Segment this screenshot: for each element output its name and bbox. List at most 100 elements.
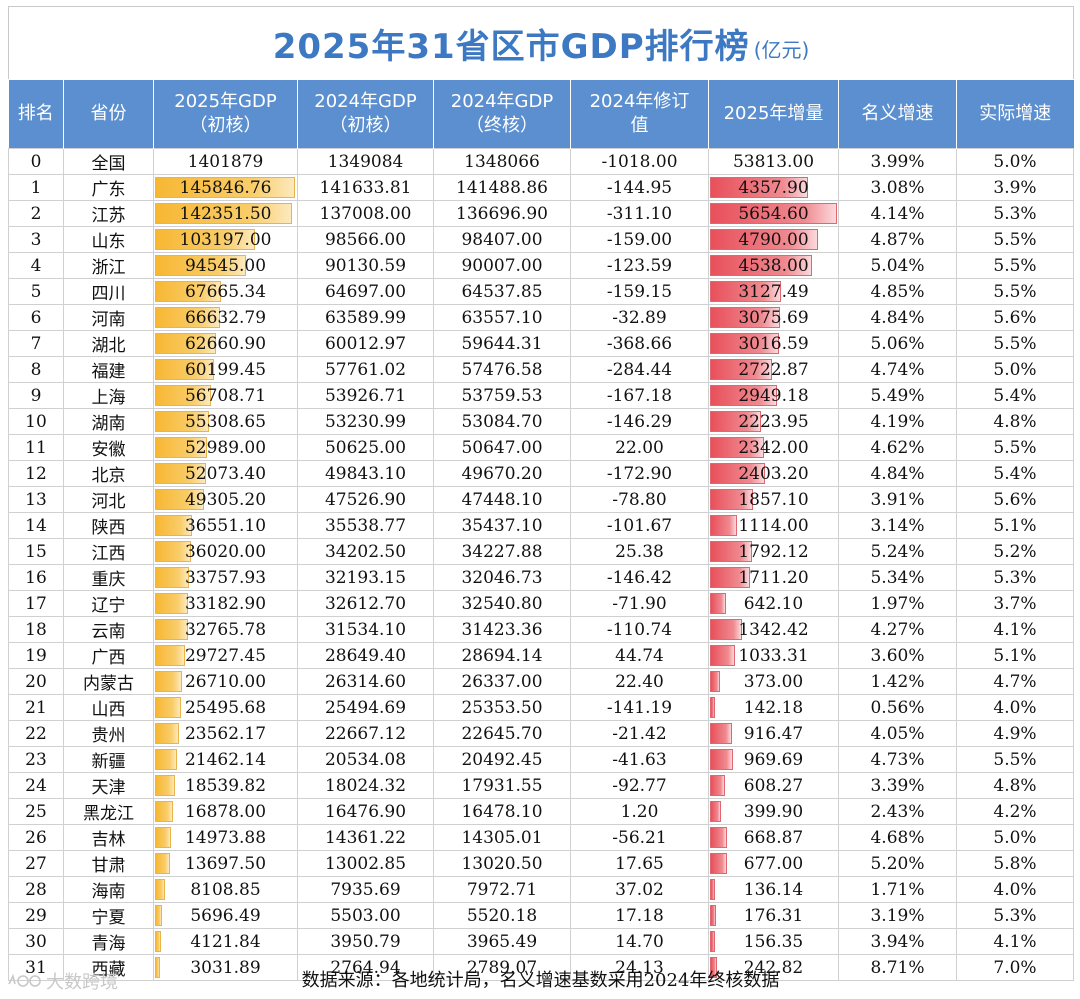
gdp-bar bbox=[155, 749, 178, 770]
rank-cell: 20 bbox=[8, 668, 64, 695]
rank-cell: 19 bbox=[8, 642, 64, 669]
cell-value: 969.69 bbox=[743, 749, 804, 770]
cell-value: 23562.17 bbox=[184, 723, 267, 744]
watermark-logo-icon bbox=[8, 973, 41, 987]
table-row: 18 云南 32765.78 31534.10 31423.36 -110.74 1342.… bbox=[8, 616, 1074, 643]
nominal-growth-cell: 5.20% bbox=[838, 850, 957, 877]
increase-bar bbox=[710, 619, 742, 640]
gdp-2025-cell: 16878.00 bbox=[153, 798, 298, 825]
cell-value: 916.47 bbox=[743, 723, 804, 744]
gdp-2024-final-cell: 7972.71 bbox=[433, 876, 571, 903]
gdp-2024-final-cell: 1348066 bbox=[433, 148, 571, 175]
gdp-2024-initial-cell: 49843.10 bbox=[297, 460, 434, 487]
province-cell: 贵州 bbox=[63, 720, 154, 747]
real-growth-cell: 4.9% bbox=[956, 720, 1074, 747]
gdp-2024-initial-cell: 47526.90 bbox=[297, 486, 434, 513]
header-real-growth: 实际增速 bbox=[956, 80, 1074, 149]
table-row: 16 重庆 33757.93 32193.15 32046.73 -146.42 1711.… bbox=[8, 564, 1074, 591]
cell-value: 1711.20 bbox=[738, 567, 809, 588]
gdp-2025-cell: 103197.00 bbox=[153, 226, 298, 253]
real-growth-cell: 4.1% bbox=[956, 928, 1074, 955]
cell-value: 2722.87 bbox=[738, 359, 809, 380]
increase-bar bbox=[710, 411, 762, 432]
cell-value: 4357.90 bbox=[738, 177, 809, 198]
gdp-2024-initial-cell: 5503.00 bbox=[297, 902, 434, 929]
cell-value: 55308.65 bbox=[184, 411, 267, 432]
real-growth-cell: 5.2% bbox=[956, 538, 1074, 565]
cell-value: 103197.00 bbox=[179, 229, 272, 250]
gdp-2024-final-cell: 32540.80 bbox=[433, 590, 571, 617]
rank-cell: 14 bbox=[8, 512, 64, 539]
increase-cell: 1342.42 bbox=[708, 616, 839, 643]
province-cell: 吉林 bbox=[63, 824, 154, 851]
gdp-bar bbox=[155, 723, 180, 744]
gdp-2024-initial-cell: 31534.10 bbox=[297, 616, 434, 643]
cell-value: 4790.00 bbox=[738, 229, 809, 250]
increase-bar bbox=[710, 723, 733, 744]
real-growth-cell: 5.5% bbox=[956, 330, 1074, 357]
revision-cell: -172.90 bbox=[570, 460, 709, 487]
nominal-growth-cell: 4.19% bbox=[838, 408, 957, 435]
nominal-growth-cell: 4.27% bbox=[838, 616, 957, 643]
cell-value: 2949.18 bbox=[738, 385, 809, 406]
gdp-bar bbox=[155, 905, 163, 926]
province-cell: 山西 bbox=[63, 694, 154, 721]
header-line: 2024年修订 bbox=[589, 91, 690, 112]
gdp-2024-final-cell: 63557.10 bbox=[433, 304, 571, 331]
cell-value: 36551.10 bbox=[184, 515, 267, 536]
gdp-2025-cell: 13697.50 bbox=[153, 850, 298, 877]
cell-value: 142351.50 bbox=[179, 203, 272, 224]
gdp-2024-final-cell: 22645.70 bbox=[433, 720, 571, 747]
cell-value: 14973.88 bbox=[184, 827, 267, 848]
increase-bar bbox=[710, 281, 782, 302]
increase-bar bbox=[710, 697, 716, 718]
nominal-growth-cell: 3.60% bbox=[838, 642, 957, 669]
title-unit: (亿元) bbox=[753, 37, 810, 62]
cell-value: 94545.00 bbox=[184, 255, 267, 276]
gdp-2024-final-cell: 3965.49 bbox=[433, 928, 571, 955]
real-growth-cell: 5.0% bbox=[956, 824, 1074, 851]
gdp-bar bbox=[155, 931, 161, 952]
province-cell: 河南 bbox=[63, 304, 154, 331]
province-cell: 云南 bbox=[63, 616, 154, 643]
province-cell: 山东 bbox=[63, 226, 154, 253]
gdp-bar bbox=[155, 827, 172, 848]
table-row: 25 黑龙江 16878.00 16476.90 16478.10 1.20 399.90 2… bbox=[8, 798, 1074, 825]
province-cell: 广西 bbox=[63, 642, 154, 669]
rank-cell: 16 bbox=[8, 564, 64, 591]
gdp-2025-cell: 60199.45 bbox=[153, 356, 298, 383]
revision-cell: -21.42 bbox=[570, 720, 709, 747]
increase-bar bbox=[710, 957, 718, 978]
real-growth-cell: 3.7% bbox=[956, 590, 1074, 617]
table-row: 14 陕西 36551.10 35538.77 35437.10 -101.67 1114.… bbox=[8, 512, 1074, 539]
cell-value: 21462.14 bbox=[184, 749, 267, 770]
increase-bar bbox=[710, 749, 734, 770]
increase-bar bbox=[710, 385, 778, 406]
cell-value: 33757.93 bbox=[184, 567, 267, 588]
gdp-2025-cell: 5696.49 bbox=[153, 902, 298, 929]
increase-cell: 2403.20 bbox=[708, 460, 839, 487]
gdp-2025-cell: 94545.00 bbox=[153, 252, 298, 279]
gdp-ranking-table: 排名 省份 2025年GDP （初核） 2024年GDP （初核） 2024年GDP （终核）… bbox=[8, 80, 1074, 981]
gdp-2025-cell: 142351.50 bbox=[153, 200, 298, 227]
gdp-bar bbox=[155, 463, 207, 484]
increase-bar bbox=[710, 203, 837, 224]
real-growth-cell: 4.2% bbox=[956, 798, 1074, 825]
gdp-2024-initial-cell: 35538.77 bbox=[297, 512, 434, 539]
rank-cell: 6 bbox=[8, 304, 64, 331]
header-province: 省份 bbox=[63, 80, 154, 149]
table-row: 28 海南 8108.85 7935.69 7972.71 37.02 136.14 1.71… bbox=[8, 876, 1074, 903]
table-row: 11 安徽 52989.00 50625.00 50647.00 22.00 2342.00… bbox=[8, 434, 1074, 461]
gdp-2024-final-cell: 13020.50 bbox=[433, 850, 571, 877]
increase-bar bbox=[710, 827, 727, 848]
table-row: 7 湖北 62660.90 60012.97 59644.31 -368.66 3016.5… bbox=[8, 330, 1074, 357]
revision-cell: -167.18 bbox=[570, 382, 709, 409]
gdp-2025-cell: 62660.90 bbox=[153, 330, 298, 357]
cell-value: 36020.00 bbox=[184, 541, 267, 562]
gdp-bar bbox=[155, 255, 247, 276]
increase-bar bbox=[710, 853, 727, 874]
rank-cell: 8 bbox=[8, 356, 64, 383]
nominal-growth-cell: 5.34% bbox=[838, 564, 957, 591]
header-gdp-2024-initial: 2024年GDP （初核） bbox=[297, 80, 434, 149]
nominal-growth-cell: 4.87% bbox=[838, 226, 957, 253]
